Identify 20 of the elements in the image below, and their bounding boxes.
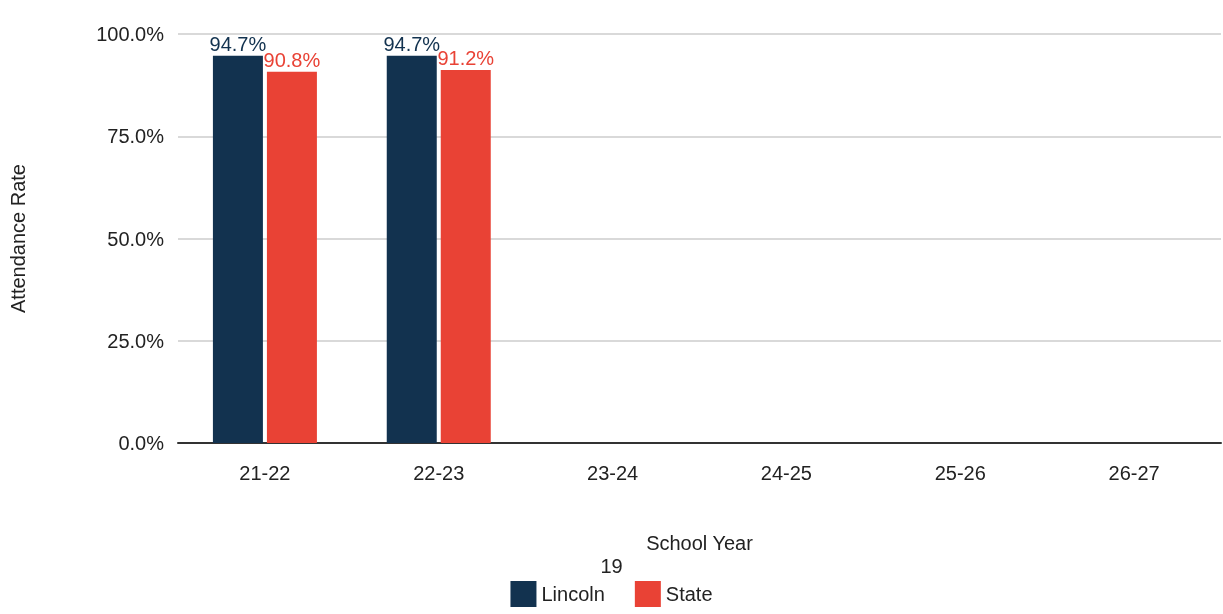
y-tick-label: 25.0% [107,329,165,352]
legend-label: State [665,583,713,605]
x-tick-label: 21-22 [239,462,291,484]
x-tick-label: 25-26 [934,462,986,484]
y-tick-label: 0.0% [118,432,165,454]
bar [440,69,491,443]
bar [266,71,317,443]
x-tick-label: 24-25 [760,462,812,484]
x-tick-label: 26-27 [1108,462,1160,484]
y-tick-label: 50.0% [107,227,165,250]
y-tick-label: 100.0% [96,23,165,45]
x-axis-title: School Year [646,532,754,554]
y-axis-title: Attendance Rate [7,164,29,313]
legend-label: Lincoln [541,583,605,605]
bar [212,55,263,443]
y-tick-label: 75.0% [107,125,165,148]
x-tick-label: 23-24 [587,462,639,484]
bar [386,55,437,443]
x-tick-label: 22-23 [413,462,465,484]
text: 19 [600,555,623,577]
